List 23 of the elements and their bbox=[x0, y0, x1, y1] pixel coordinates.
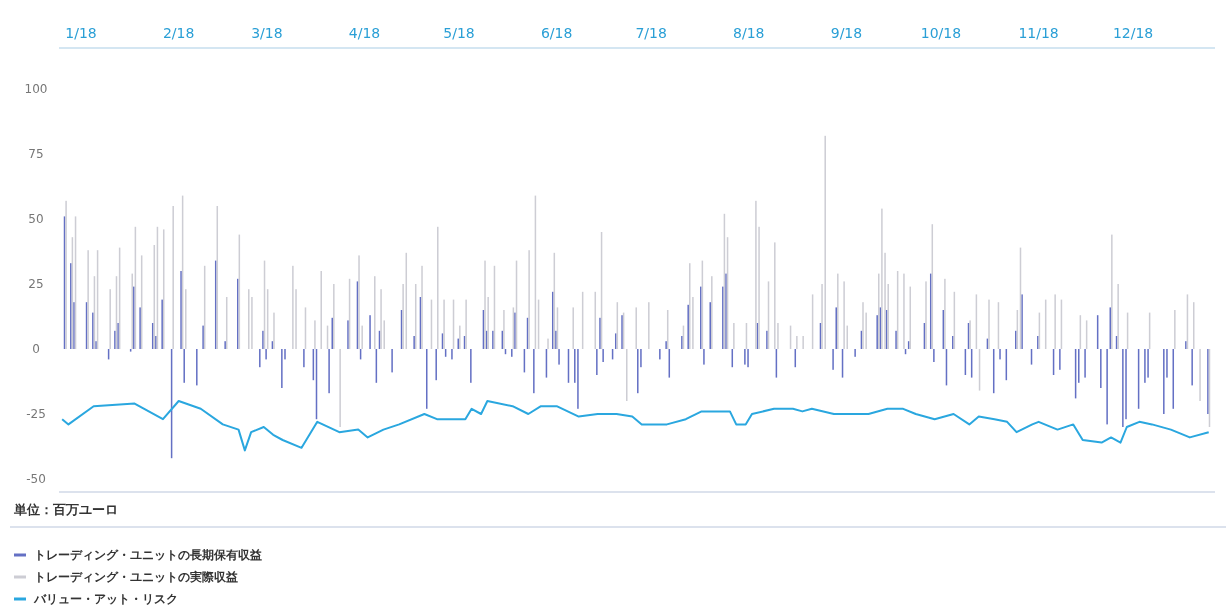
x-tick-label: 7/18 bbox=[635, 25, 667, 41]
x-tick-label: 3/18 bbox=[251, 25, 283, 41]
x-tick-label: 11/18 bbox=[1018, 25, 1059, 41]
y-tick-label: 25 bbox=[28, 276, 44, 291]
y-tick-label: 75 bbox=[28, 146, 44, 161]
x-tick-label: 2/18 bbox=[162, 25, 195, 41]
x-tick-label: 6/18 bbox=[540, 25, 573, 41]
legend-label: トレーディング・ユニットの実際収益 bbox=[34, 569, 238, 584]
text: 単位：百万ユーロ bbox=[13, 502, 118, 517]
x-tick-label: 12/18 bbox=[1112, 25, 1154, 41]
legend-label: トレーディング・ユニットの長期保有収益 bbox=[34, 547, 262, 562]
x-tick-label: 4/18 bbox=[348, 25, 381, 41]
y-tick-label: -50 bbox=[26, 471, 46, 486]
x-tick-label: 5/18 bbox=[443, 25, 475, 41]
y-tick-label: 100 bbox=[24, 81, 48, 96]
legend-label: バリュー・アット・リスク bbox=[33, 591, 178, 606]
x-tick-label: 9/18 bbox=[830, 25, 863, 41]
y-tick-label: 50 bbox=[28, 211, 44, 226]
y-tick-label: 0 bbox=[32, 341, 40, 356]
x-tick-label: 1/18 bbox=[65, 25, 97, 41]
x-tick-label: 10/18 bbox=[920, 25, 962, 41]
x-tick-label: 8/18 bbox=[733, 25, 765, 41]
y-tick-label: -25 bbox=[26, 406, 46, 421]
